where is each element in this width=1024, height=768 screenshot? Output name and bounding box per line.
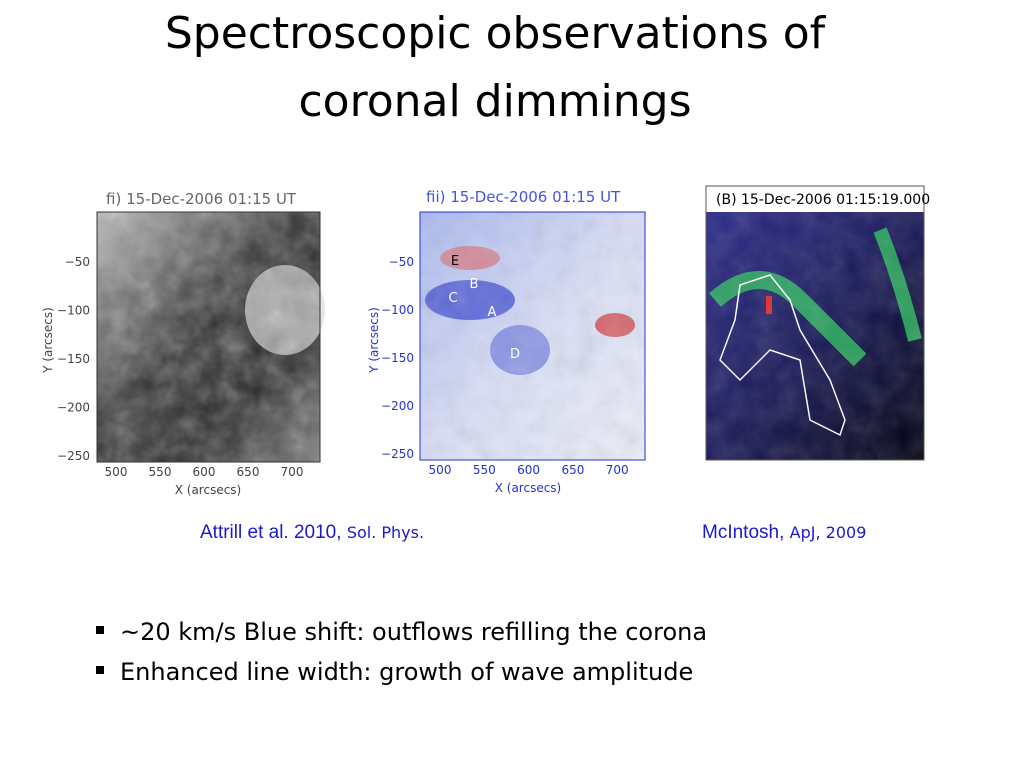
- y-tick-label: −250: [57, 449, 90, 463]
- panel-label: fii) 15-Dec-2006 01:15 UT: [426, 188, 621, 206]
- y-tick-label: −150: [57, 352, 90, 366]
- caption-journal: ApJ, 2009: [789, 523, 867, 542]
- title-line: coronal dimmings: [298, 76, 692, 127]
- x-axis-label: X (arcsecs): [495, 481, 562, 495]
- caption-authors: McIntosh,: [702, 522, 785, 543]
- x-tick-label: 600: [517, 463, 540, 477]
- y-axis-label: Y (arcsecs): [41, 307, 55, 374]
- y-tick-label: −100: [381, 303, 414, 317]
- y-tick-label: −200: [57, 401, 90, 415]
- caption: Attrill et al. 2010, Sol. Phys.: [200, 522, 424, 544]
- annotation: D: [510, 347, 520, 362]
- x-tick-label: 600: [193, 465, 216, 479]
- bullet: ~20 km/s Blue shift: outflows refilling …: [96, 618, 707, 646]
- bullet-text: ~20 km/s Blue shift: outflows refilling …: [120, 618, 708, 646]
- x-tick-label: 500: [429, 463, 452, 477]
- image-texture: [420, 212, 645, 460]
- frame: [705, 185, 925, 461]
- frame: [419, 211, 646, 461]
- caption-authors: Attrill et al. 2010,: [200, 522, 342, 543]
- panel-label: fi) 15-Dec-2006 01:15 UT: [106, 190, 297, 208]
- annotation: C: [448, 291, 457, 306]
- x-axis-label: X (arcsecs): [175, 483, 242, 497]
- y-tick-label: −50: [65, 255, 90, 269]
- x-tick-label: 700: [606, 463, 629, 477]
- frame: [96, 211, 321, 463]
- y-tick-label: −50: [389, 255, 414, 269]
- x-tick-label: 500: [105, 465, 128, 479]
- x-tick-label: 550: [473, 463, 496, 477]
- y-axis-label: Y (arcsecs): [367, 307, 381, 374]
- caption: McIntosh, ApJ, 2009: [702, 522, 866, 544]
- x-tick-label: 700: [281, 465, 304, 479]
- panel-label: (B) 15-Dec-2006 01:15:19.000: [716, 192, 930, 208]
- y-tick-label: −150: [381, 351, 414, 365]
- image-texture: [706, 212, 924, 460]
- annotation: B: [470, 277, 479, 292]
- figures: fi) 15-Dec-2006 01:15 UT X (arcsecs) Y (…: [41, 185, 930, 497]
- caption-journal: Sol. Phys.: [346, 523, 425, 542]
- bullet: Enhanced line width: growth of wave ampl…: [96, 658, 693, 686]
- annotation: E: [451, 254, 459, 269]
- bullet-text: Enhanced line width: growth of wave ampl…: [120, 658, 694, 686]
- x-tick-label: 650: [237, 465, 260, 479]
- label-band: [706, 186, 924, 212]
- y-tick-label: −200: [381, 399, 414, 413]
- title-line: Spectroscopic observations of: [164, 8, 826, 59]
- y-tick-label: −250: [381, 447, 414, 461]
- x-tick-label: 550: [149, 465, 172, 479]
- x-tick-label: 650: [561, 463, 584, 477]
- image-texture: [97, 212, 320, 462]
- annotation: A: [488, 305, 497, 320]
- y-tick-label: −100: [57, 304, 90, 318]
